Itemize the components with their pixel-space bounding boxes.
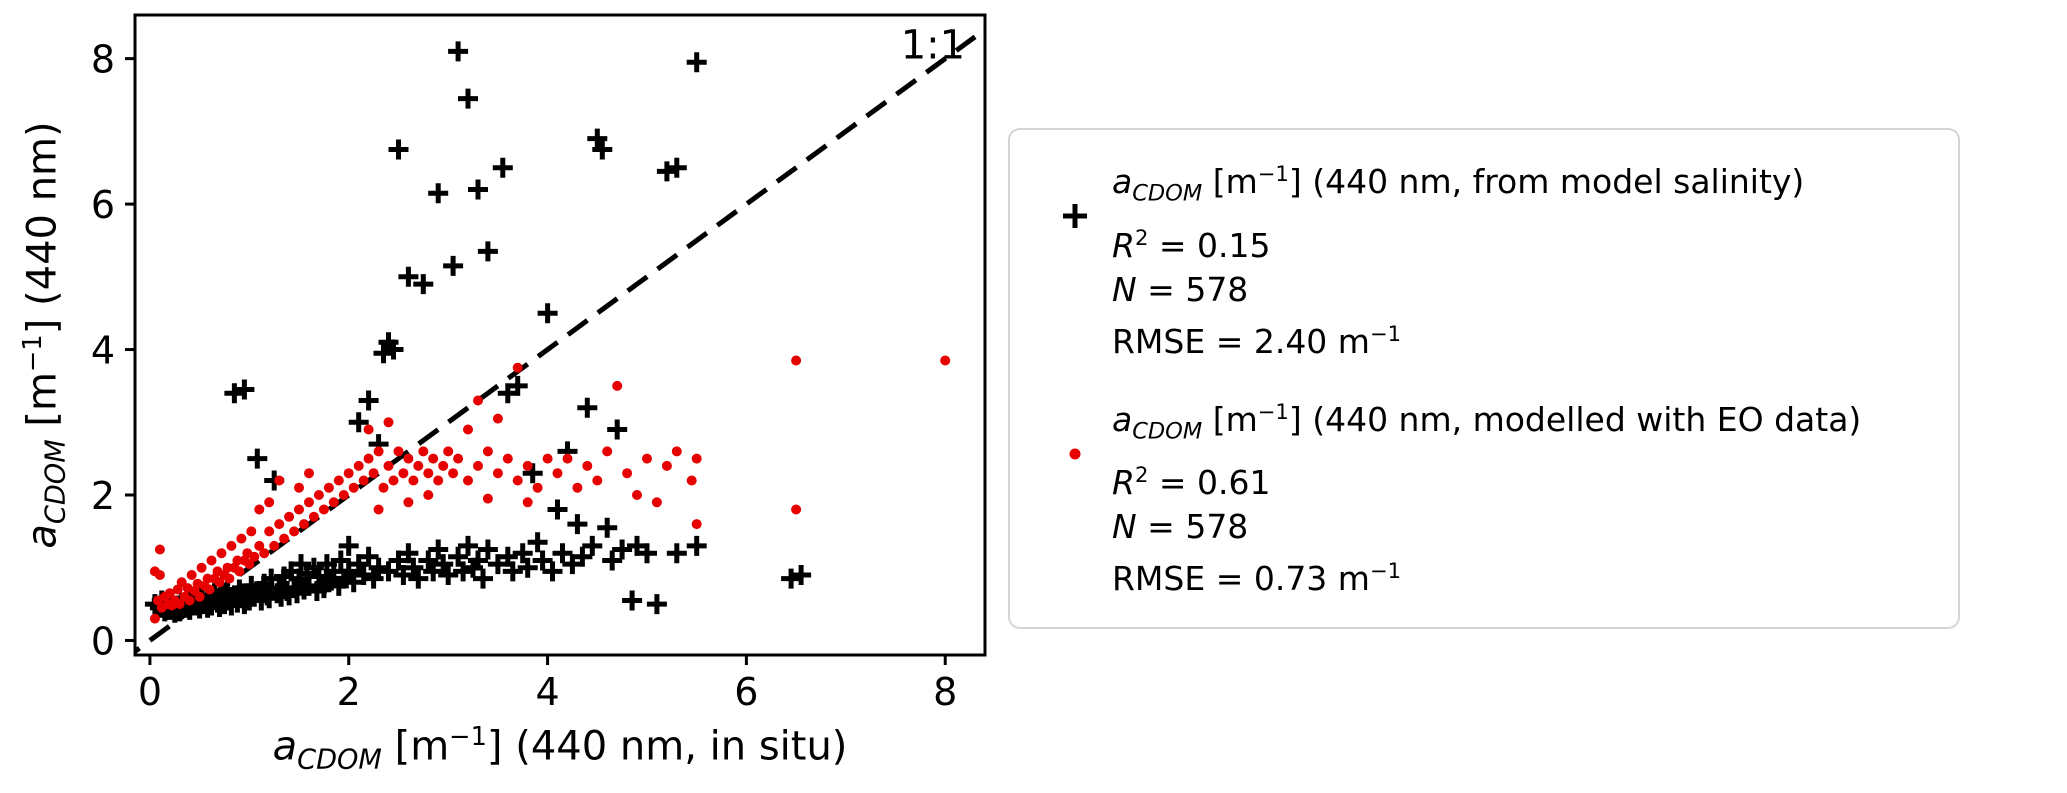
legend-series-title: aCDOM [m−1] (440 nm, from model salinity…: [1112, 161, 1805, 207]
x-tick-label: 0: [138, 670, 162, 714]
y-tick-label: 0: [91, 619, 115, 663]
x-axis-label: aCDOM [m−1] (440 nm, in situ): [272, 722, 848, 776]
identity-line: [135, 34, 977, 655]
scatter-plot: 0 2 4 6 8 0 2 4 6 8 1:1: [91, 13, 987, 714]
legend-n-value: N = 578: [1112, 269, 1249, 309]
x-tick-label: 2: [337, 670, 361, 714]
y-tick-label: 4: [91, 329, 115, 373]
x-tick-label: 6: [734, 670, 758, 714]
series-dot-markers: [149, 355, 951, 624]
legend-r2-value: R2 = 0.15: [1112, 224, 1271, 265]
legend-entry-eo-data: aCDOM [m−1] (440 nm, modelled with EO da…: [1038, 390, 1930, 602]
y-tick-label: 2: [91, 474, 115, 518]
legend-rmse-value: RMSE = 0.73 m−1: [1112, 558, 1402, 599]
dot-marker-icon: [1069, 448, 1081, 460]
one-to-one-label: 1:1: [901, 23, 965, 69]
axes-frame: [133, 13, 987, 657]
legend-rmse-value: RMSE = 2.40 m−1: [1112, 320, 1402, 361]
legend-series-title: aCDOM [m−1] (440 nm, modelled with EO da…: [1112, 398, 1862, 445]
legend-n-value: N = 578: [1112, 507, 1249, 547]
legend: aCDOM [m−1] (440 nm, from model salinity…: [1008, 128, 1960, 630]
legend-r2-value: R2 = 0.61: [1112, 462, 1271, 503]
x-tick-label: 8: [933, 670, 957, 714]
y-axis-label: aCDOM [m−1] (440 nm): [18, 121, 72, 549]
y-tick-label: 6: [91, 183, 115, 227]
x-tick-label: 4: [535, 670, 559, 714]
y-tick-label: 8: [91, 38, 115, 82]
plus-marker-icon: [1063, 204, 1087, 228]
legend-entry-model-salinity: aCDOM [m−1] (440 nm, from model salinity…: [1038, 152, 1930, 364]
